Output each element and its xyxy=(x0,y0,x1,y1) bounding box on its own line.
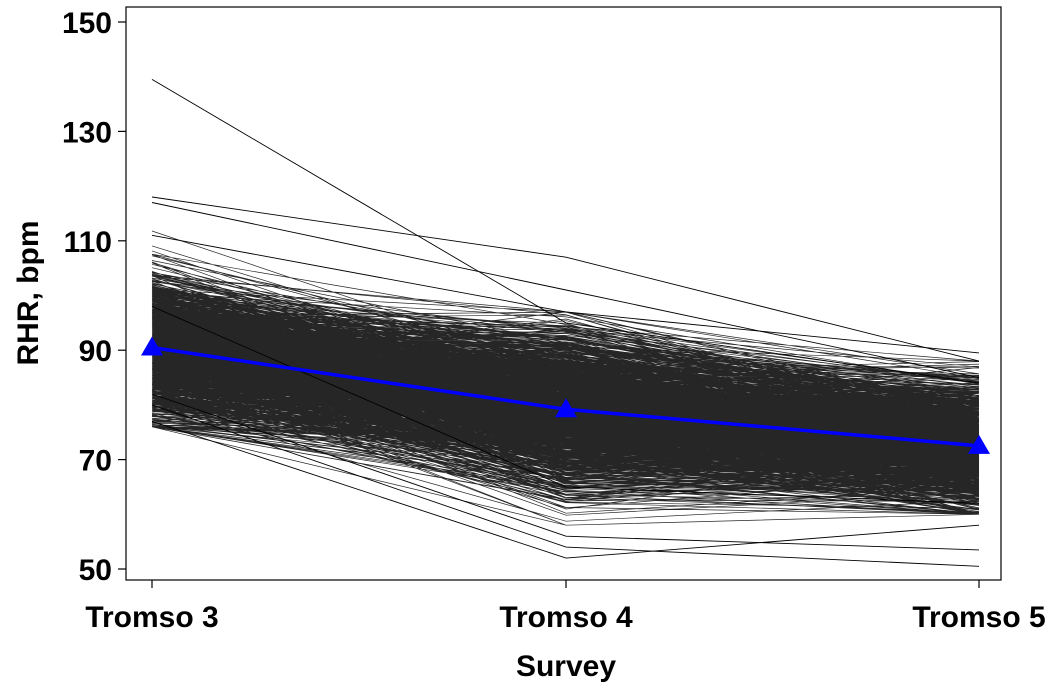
individual-trajectories xyxy=(151,79,980,567)
mean-series xyxy=(141,336,990,454)
y-tick-label: 130 xyxy=(62,116,112,149)
x-tick-label: Tromso 4 xyxy=(499,601,633,634)
trajectory-line xyxy=(151,196,980,362)
trajectory-line xyxy=(151,404,980,567)
trajectory-line xyxy=(151,234,980,354)
x-axis: Tromso 3 Tromso 4 Tromso 5 xyxy=(85,580,1046,634)
y-tick-label: 110 xyxy=(64,226,112,259)
y-tick-label: 150 xyxy=(62,7,112,40)
x-tick-label: Tromso 3 xyxy=(85,601,218,634)
trajectory-line xyxy=(151,420,980,559)
y-tick-label: 70 xyxy=(79,445,112,478)
y-axis-title: RHR, bpm xyxy=(12,221,45,366)
trajectory-bundle xyxy=(151,230,980,526)
mean-marker xyxy=(555,398,577,418)
x-axis-title: Survey xyxy=(516,650,616,683)
y-axis: 50 70 90 110 130 150 xyxy=(62,7,126,587)
trajectory-line xyxy=(151,393,980,551)
trajectory-line xyxy=(151,202,980,379)
trajectory-line xyxy=(151,79,980,384)
mean-marker xyxy=(968,434,990,454)
y-tick-label: 50 xyxy=(79,554,112,587)
plot-frame xyxy=(125,6,1002,581)
mean-marker xyxy=(141,336,163,356)
y-tick-label: 90 xyxy=(79,335,112,368)
x-tick-label: Tromso 5 xyxy=(912,601,1045,634)
